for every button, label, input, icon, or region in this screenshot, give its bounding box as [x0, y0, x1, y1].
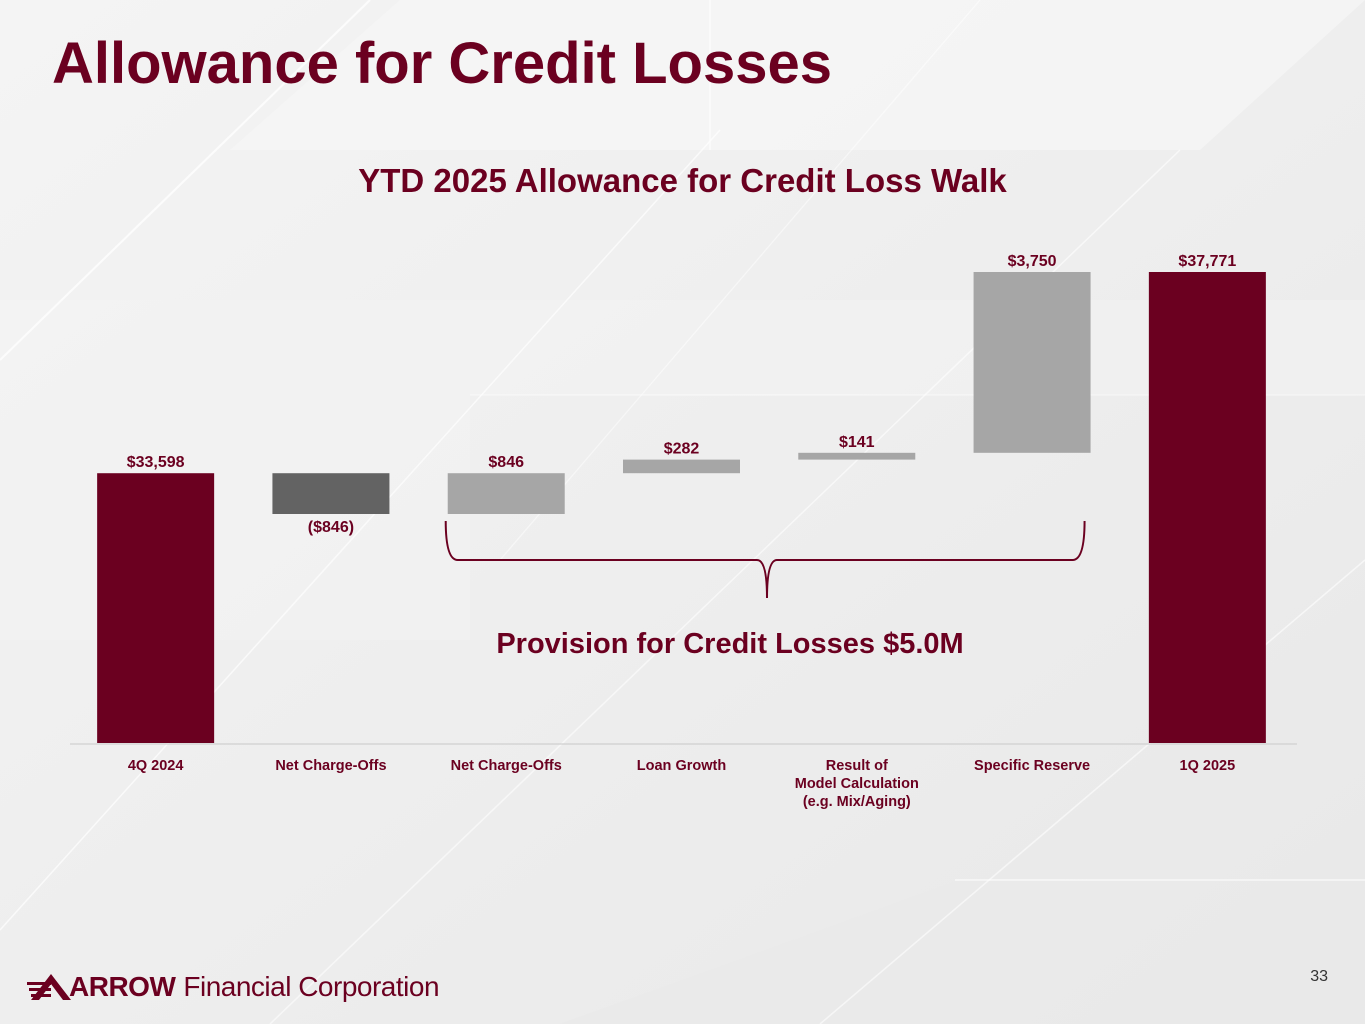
- logo-wordmark: ARROW: [69, 971, 176, 1002]
- data-label-4: $282: [664, 441, 700, 458]
- data-label-5: $141: [839, 434, 875, 451]
- bar-3: [447, 473, 565, 514]
- provision-brace-label: Provision for Credit Losses $5.0M: [496, 628, 964, 660]
- category-label-5-line-3: (e.g. Mix/Aging): [803, 794, 911, 810]
- data-label-7: $37,771: [1178, 253, 1236, 270]
- category-label-1: 4Q 2024: [128, 758, 184, 774]
- bar-1: [97, 473, 215, 743]
- company-logo: ARROW Financial Corporation: [27, 966, 440, 1008]
- bar-6: [973, 272, 1091, 453]
- arrow-logo-icon: [27, 974, 71, 1000]
- category-label-5-line-1: Result of: [826, 758, 888, 774]
- provision-brace: [444, 520, 1086, 599]
- category-label-7: 1Q 2025: [1180, 758, 1236, 774]
- category-label-3: Net Charge-Offs: [451, 758, 562, 774]
- chart-title: YTD 2025 Allowance for Credit Loss Walk: [358, 162, 1007, 199]
- page-number: 33: [1310, 968, 1328, 985]
- data-label-2: ($846): [308, 519, 354, 536]
- category-label-6: Specific Reserve: [974, 758, 1090, 774]
- data-label-6: $3,750: [1008, 253, 1057, 270]
- bar-2: [272, 473, 390, 514]
- bar-7: [1148, 272, 1266, 743]
- bar-4: [623, 459, 740, 474]
- data-label-1: $33,598: [127, 454, 185, 471]
- page-title: Allowance for Credit Losses: [52, 31, 832, 96]
- bar-5: [798, 452, 916, 460]
- category-label-4: Loan Growth: [637, 758, 726, 774]
- category-label-5-line-2: Model Calculation: [795, 776, 919, 792]
- logo-subtitle: Financial Corporation: [183, 971, 440, 1002]
- category-label-2: Net Charge-Offs: [275, 758, 386, 774]
- data-label-3: $846: [488, 454, 524, 471]
